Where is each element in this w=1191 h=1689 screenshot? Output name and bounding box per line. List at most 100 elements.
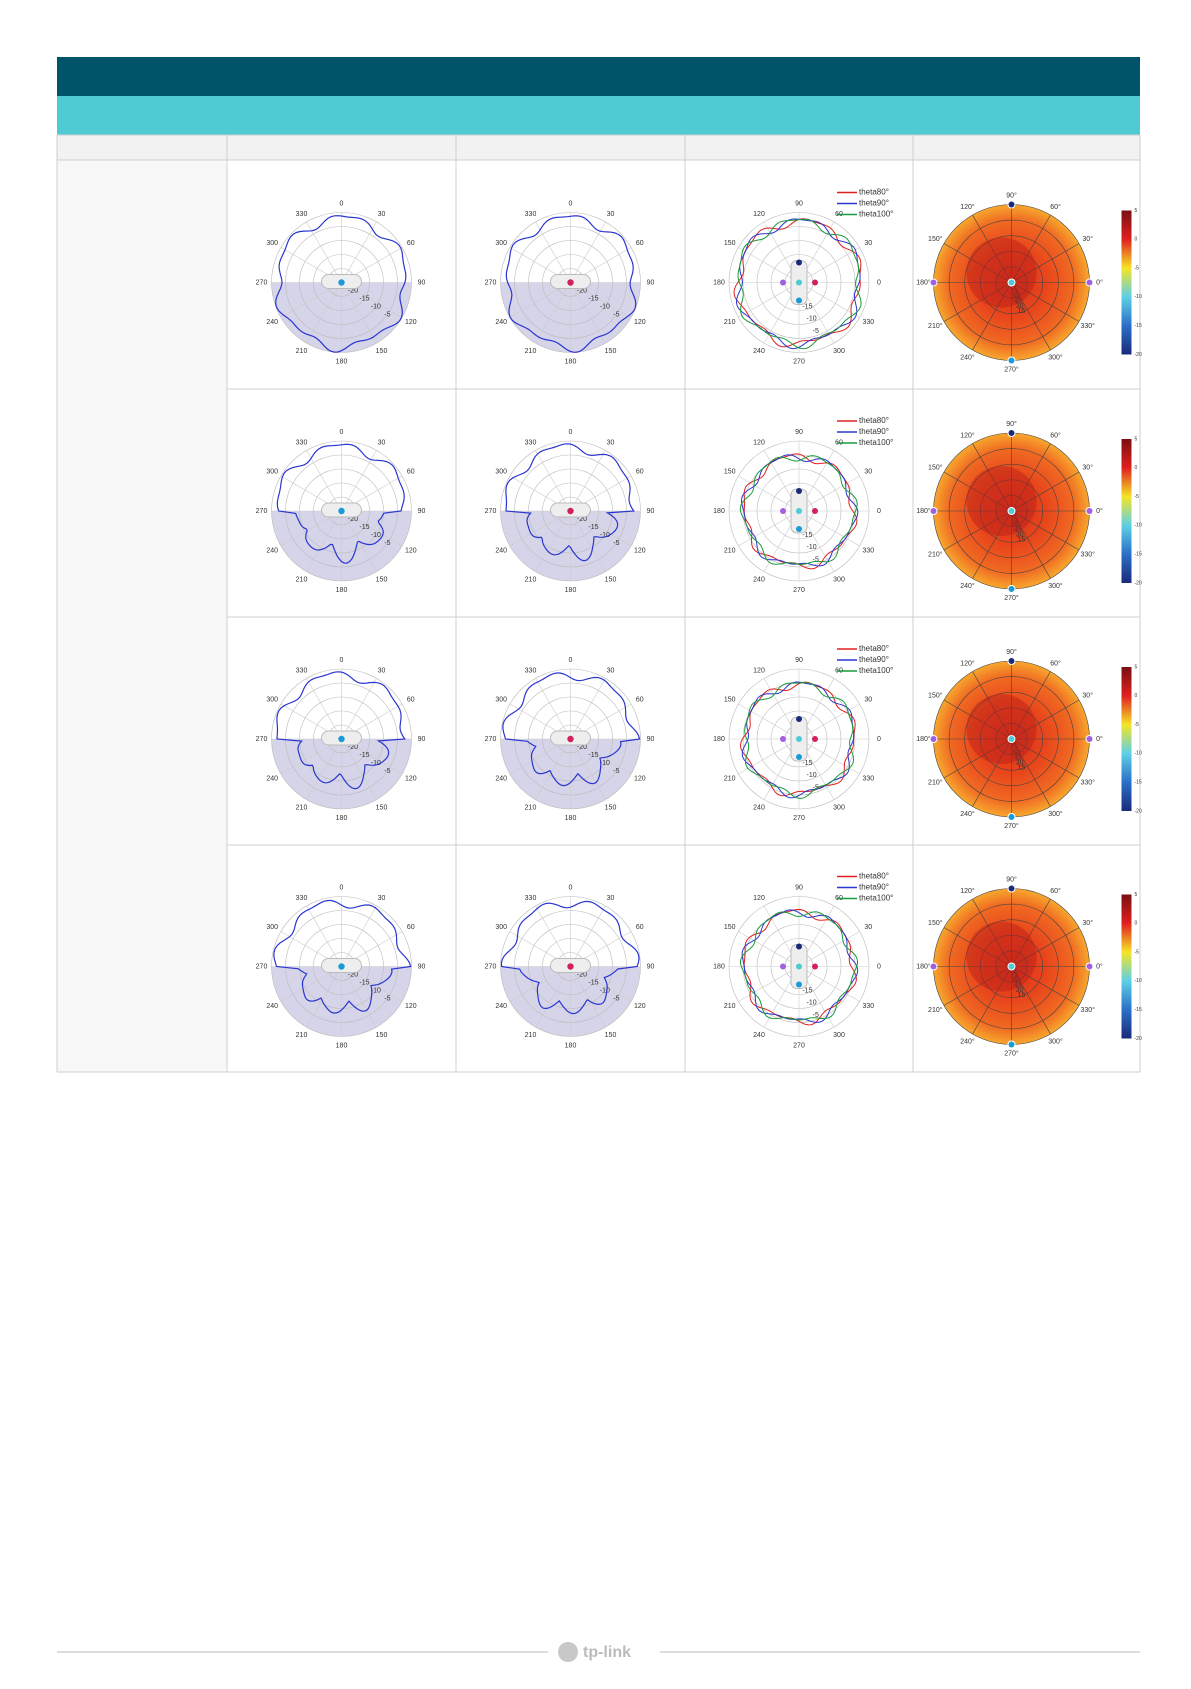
radius-label: -15 bbox=[802, 988, 812, 995]
angle-label: 330 bbox=[296, 439, 308, 446]
polar-spoke bbox=[1011, 471, 1080, 512]
angle-label: 300° bbox=[1048, 1038, 1063, 1046]
legend-label: theta80° bbox=[859, 188, 889, 197]
angle-label: 300 bbox=[266, 240, 278, 247]
colorbar bbox=[1121, 667, 1132, 811]
angle-label: 270 bbox=[793, 1042, 805, 1049]
angle-label: 180 bbox=[565, 1042, 577, 1049]
radius-label: -10 bbox=[600, 303, 610, 310]
radius-label: 60 bbox=[1012, 749, 1020, 756]
angle-label: 210 bbox=[296, 804, 308, 811]
angle-label: 0 bbox=[340, 200, 344, 207]
radius-label: -20 bbox=[577, 744, 587, 751]
angle-label: 150 bbox=[376, 1032, 388, 1039]
angle-label: 90 bbox=[795, 429, 803, 436]
radius-label: -5 bbox=[613, 311, 619, 318]
angle-label: 240 bbox=[753, 348, 765, 355]
legend-label: theta80° bbox=[859, 644, 889, 653]
colorbar-label: -15 bbox=[1135, 1007, 1142, 1013]
angle-label: 270° bbox=[1004, 365, 1019, 373]
angle-label: 240° bbox=[960, 1038, 975, 1046]
angle-label: 150 bbox=[605, 1032, 617, 1039]
polar-spoke bbox=[341, 678, 377, 740]
radius-label: 75 bbox=[1011, 744, 1019, 751]
axis-dot bbox=[1007, 962, 1016, 971]
angle-label: 240 bbox=[266, 319, 278, 326]
polar-spoke bbox=[306, 905, 342, 967]
angle-label: 60° bbox=[1050, 887, 1061, 895]
axis-dot bbox=[929, 278, 938, 287]
colorbar-label: -5 bbox=[1135, 949, 1140, 955]
angle-label: 180 bbox=[336, 815, 348, 822]
angle-label: 60 bbox=[636, 696, 644, 703]
hot-spot bbox=[966, 921, 1037, 992]
angle-label: 60° bbox=[1050, 203, 1061, 211]
angle-label: 330 bbox=[525, 211, 537, 218]
angle-label: 90 bbox=[418, 508, 426, 515]
polar-spoke bbox=[570, 966, 606, 1028]
radius-label: -15 bbox=[359, 295, 369, 302]
radius-label: 75 bbox=[1011, 288, 1019, 295]
angle-label: 120 bbox=[405, 547, 417, 554]
radius-label: -10 bbox=[600, 987, 610, 994]
colorbar-label: -15 bbox=[1135, 552, 1142, 558]
polar-spoke bbox=[570, 678, 606, 740]
polar-spoke bbox=[306, 450, 342, 512]
angle-label: 210 bbox=[724, 319, 736, 326]
polar-spoke bbox=[570, 905, 606, 967]
angle-label: 180 bbox=[336, 587, 348, 594]
radius-label: -20 bbox=[577, 971, 587, 978]
axis-dot bbox=[1007, 278, 1016, 287]
angle-label: 0 bbox=[877, 508, 881, 515]
polar-spoke bbox=[1011, 282, 1080, 322]
angle-label: 120° bbox=[960, 431, 975, 439]
polar-spoke bbox=[535, 282, 571, 344]
angle-label: 330 bbox=[525, 667, 537, 674]
angle-label: 150° bbox=[928, 235, 943, 243]
axis-dot bbox=[1007, 735, 1016, 743]
angle-label: 270 bbox=[793, 358, 805, 365]
radius-label: -15 bbox=[359, 524, 369, 531]
angle-label: 150 bbox=[376, 348, 388, 355]
angle-label: 120 bbox=[634, 775, 646, 782]
angle-label: 330 bbox=[296, 667, 308, 674]
polar-spoke bbox=[943, 243, 1012, 283]
angle-label: 0 bbox=[340, 657, 344, 664]
angle-label: 150 bbox=[605, 804, 617, 811]
angle-label: 180 bbox=[713, 279, 725, 286]
angle-label: 270 bbox=[256, 508, 268, 515]
polar-spoke bbox=[570, 221, 606, 283]
angle-label: 90 bbox=[647, 736, 655, 743]
axis-dot bbox=[1007, 884, 1016, 893]
radius-label: -5 bbox=[613, 995, 619, 1002]
angle-label: 60 bbox=[407, 468, 415, 475]
pattern-curve bbox=[741, 909, 859, 1023]
axis-dot bbox=[1007, 429, 1016, 437]
polar-spoke bbox=[972, 282, 1012, 351]
angle-label: 120 bbox=[753, 667, 765, 674]
angle-label: 180° bbox=[916, 735, 931, 743]
angle-label: 30 bbox=[864, 924, 872, 931]
polar-spoke bbox=[341, 282, 377, 344]
header-row bbox=[57, 135, 1140, 160]
angle-label: 300 bbox=[495, 240, 507, 247]
angle-label: 30 bbox=[864, 468, 872, 475]
angle-label: 30 bbox=[607, 895, 615, 902]
axis-dot bbox=[796, 526, 802, 532]
polar-spoke bbox=[1011, 671, 1051, 740]
table: 0306090120150180210240270300330-5-10-15-… bbox=[56, 134, 1142, 1073]
title-bar bbox=[57, 57, 1140, 96]
polar-spoke bbox=[306, 678, 342, 740]
angle-label: 90 bbox=[418, 736, 426, 743]
radius-label: -10 bbox=[371, 532, 381, 539]
radius-label: -10 bbox=[371, 987, 381, 994]
angle-label: 60 bbox=[407, 696, 415, 703]
angle-label: 150 bbox=[724, 924, 736, 931]
angle-label: 0° bbox=[1096, 735, 1103, 743]
colorbar-label: -10 bbox=[1135, 294, 1142, 300]
angle-label: 90° bbox=[1006, 875, 1017, 883]
angle-label: 180 bbox=[565, 587, 577, 594]
axis-dot bbox=[1085, 962, 1094, 971]
axis-dot bbox=[796, 716, 802, 722]
axis-dot bbox=[812, 736, 818, 742]
